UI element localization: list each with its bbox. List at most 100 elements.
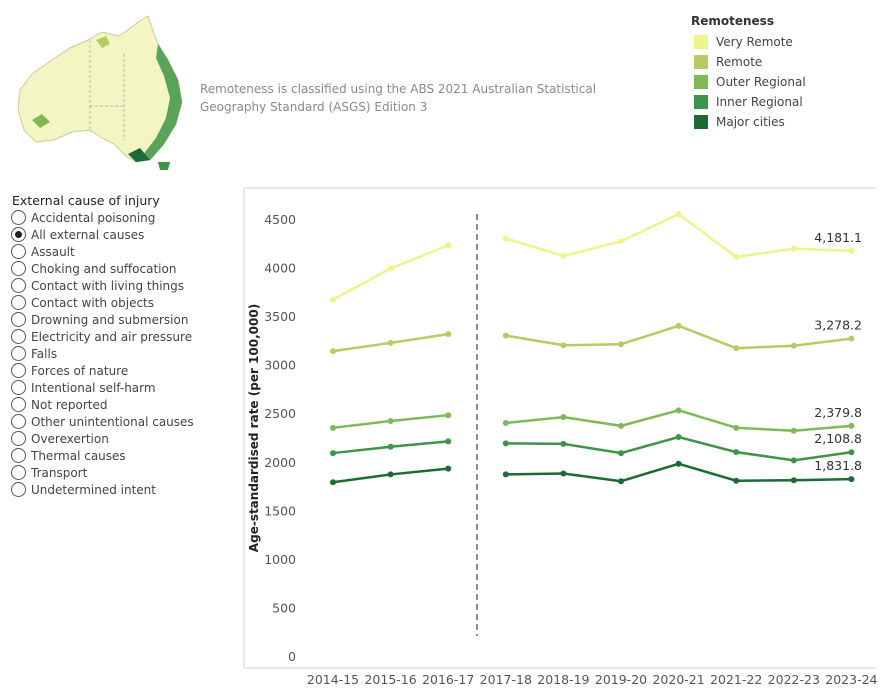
radio-list: Accidental poisoning All external causes A… xyxy=(11,209,194,498)
legend-item-remote[interactable]: Remote xyxy=(691,52,806,72)
series-line-very-remote-1 xyxy=(332,244,449,301)
radio-button[interactable] xyxy=(11,295,26,310)
legend-label: Major cities xyxy=(716,115,785,129)
data-point xyxy=(330,348,336,355)
filter-option-falls[interactable]: Falls xyxy=(11,345,194,362)
external-cause-filter: External cause of injury Accidental pois… xyxy=(11,193,194,498)
data-point xyxy=(618,422,624,429)
filter-title: External cause of injury xyxy=(12,193,160,208)
filter-option-forces-of-nature[interactable]: Forces of nature xyxy=(11,362,194,379)
radio-label: Contact with objects xyxy=(31,295,155,310)
data-point xyxy=(733,449,740,456)
data-point xyxy=(387,418,394,425)
data-point xyxy=(330,296,336,303)
x-tick-label: 2017-18 xyxy=(480,672,532,687)
data-point xyxy=(445,331,452,338)
radio-label: Transport xyxy=(31,465,88,480)
data-point xyxy=(502,440,509,447)
data-point xyxy=(502,471,509,478)
radio-button[interactable] xyxy=(11,431,26,446)
legend-item-outer-regional[interactable]: Outer Regional xyxy=(691,72,806,92)
data-point xyxy=(330,424,336,431)
filter-option-transport[interactable]: Transport xyxy=(11,464,194,481)
filter-option-overexertion[interactable]: Overexertion xyxy=(11,430,194,447)
radio-label: Electricity and air pressure xyxy=(31,329,193,344)
radio-button[interactable] xyxy=(11,346,26,361)
radio-button[interactable] xyxy=(11,414,26,429)
radio-button[interactable] xyxy=(11,278,26,293)
data-point xyxy=(675,434,682,441)
data-point xyxy=(675,322,682,329)
x-tick-label: 2023-24 xyxy=(825,672,877,687)
legend-swatch xyxy=(694,55,708,69)
data-point xyxy=(618,238,624,245)
australia-map-icon xyxy=(17,15,183,170)
end-value-label: 2,108.8 xyxy=(814,431,862,446)
radio-button[interactable] xyxy=(11,210,26,225)
filter-option-intentional-self-harm[interactable]: Intentional self-harm xyxy=(11,379,194,396)
filter-option-assault[interactable]: Assault xyxy=(11,243,194,260)
filter-option-drowning-and-submersion[interactable]: Drowning and submersion xyxy=(11,311,194,328)
data-point xyxy=(790,457,797,464)
filter-option-electricity-and-air-pressure[interactable]: Electricity and air pressure xyxy=(11,328,194,345)
filter-option-other-unintentional-causes[interactable]: Other unintentional causes xyxy=(11,413,194,430)
radio-button[interactable] xyxy=(11,397,26,412)
radio-button[interactable] xyxy=(11,465,26,480)
data-point xyxy=(445,465,452,472)
legend-label: Very Remote xyxy=(716,35,793,49)
filter-option-all-external-causes[interactable]: All external causes xyxy=(11,226,194,243)
x-tick-label: 2022-23 xyxy=(768,672,820,687)
radio-button[interactable] xyxy=(11,244,26,259)
filter-option-thermal-causes[interactable]: Thermal causes xyxy=(11,447,194,464)
legend-item-major-cities[interactable]: Major cities xyxy=(691,112,806,132)
legend-label: Remote xyxy=(716,55,763,69)
radio-label: Assault xyxy=(31,244,75,259)
radio-button[interactable] xyxy=(11,380,26,395)
data-point xyxy=(733,253,740,260)
x-tick-label: 2016-17 xyxy=(422,672,474,687)
data-point xyxy=(618,341,624,348)
legend-swatch xyxy=(694,75,708,89)
data-point xyxy=(560,440,567,447)
data-point xyxy=(445,412,452,419)
radio-button[interactable] xyxy=(11,363,26,378)
y-tick-label: 1500 xyxy=(264,503,296,518)
filter-option-undetermined-intent[interactable]: Undetermined intent xyxy=(11,481,194,498)
end-value-label: 2,379.8 xyxy=(814,405,862,420)
series-line-remote-2 xyxy=(505,324,852,350)
filter-option-accidental-poisoning[interactable]: Accidental poisoning xyxy=(11,209,194,226)
remoteness-note: Remoteness is classified using the ABS 2… xyxy=(200,82,597,114)
legend-item-very-remote[interactable]: Very Remote xyxy=(691,32,806,52)
legend-swatch xyxy=(694,115,708,129)
legend-title: Remoteness xyxy=(691,14,774,28)
radio-label: Falls xyxy=(31,346,58,361)
x-tick-label: 2018-19 xyxy=(537,672,589,687)
data-point xyxy=(733,424,740,431)
data-point xyxy=(790,245,797,252)
filter-option-not-reported[interactable]: Not reported xyxy=(11,396,194,413)
data-point xyxy=(387,265,394,272)
legend-item-inner-regional[interactable]: Inner Regional xyxy=(691,92,806,112)
data-point xyxy=(675,211,682,218)
radio-button[interactable] xyxy=(11,329,26,344)
radio-button[interactable] xyxy=(11,261,26,276)
filter-option-contact-with-living-things[interactable]: Contact with living things xyxy=(11,277,194,294)
y-tick-label: 2500 xyxy=(264,406,296,421)
radio-label: Thermal causes xyxy=(31,448,126,463)
data-point xyxy=(848,335,855,342)
radio-button[interactable] xyxy=(11,482,26,497)
data-point xyxy=(387,339,394,346)
data-point xyxy=(790,427,797,434)
data-point xyxy=(445,438,452,445)
end-value-label: 1,831.8 xyxy=(814,458,862,473)
radio-button[interactable] xyxy=(11,448,26,463)
filter-option-choking-and-suffocation[interactable]: Choking and suffocation xyxy=(11,260,194,277)
legend-label: Inner Regional xyxy=(716,95,803,109)
radio-button[interactable] xyxy=(11,227,26,242)
data-point xyxy=(675,407,682,414)
filter-option-contact-with-objects[interactable]: Contact with objects xyxy=(11,294,194,311)
radio-button[interactable] xyxy=(11,312,26,327)
data-point xyxy=(445,242,452,249)
data-point xyxy=(330,479,336,486)
legend-swatch xyxy=(694,95,708,109)
